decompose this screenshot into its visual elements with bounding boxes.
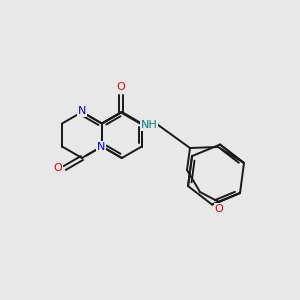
Text: O: O (214, 204, 224, 214)
Text: N: N (97, 142, 105, 152)
Text: O: O (53, 163, 62, 173)
Text: N: N (78, 106, 86, 116)
Text: NH: NH (141, 121, 158, 130)
Text: O: O (117, 82, 125, 92)
